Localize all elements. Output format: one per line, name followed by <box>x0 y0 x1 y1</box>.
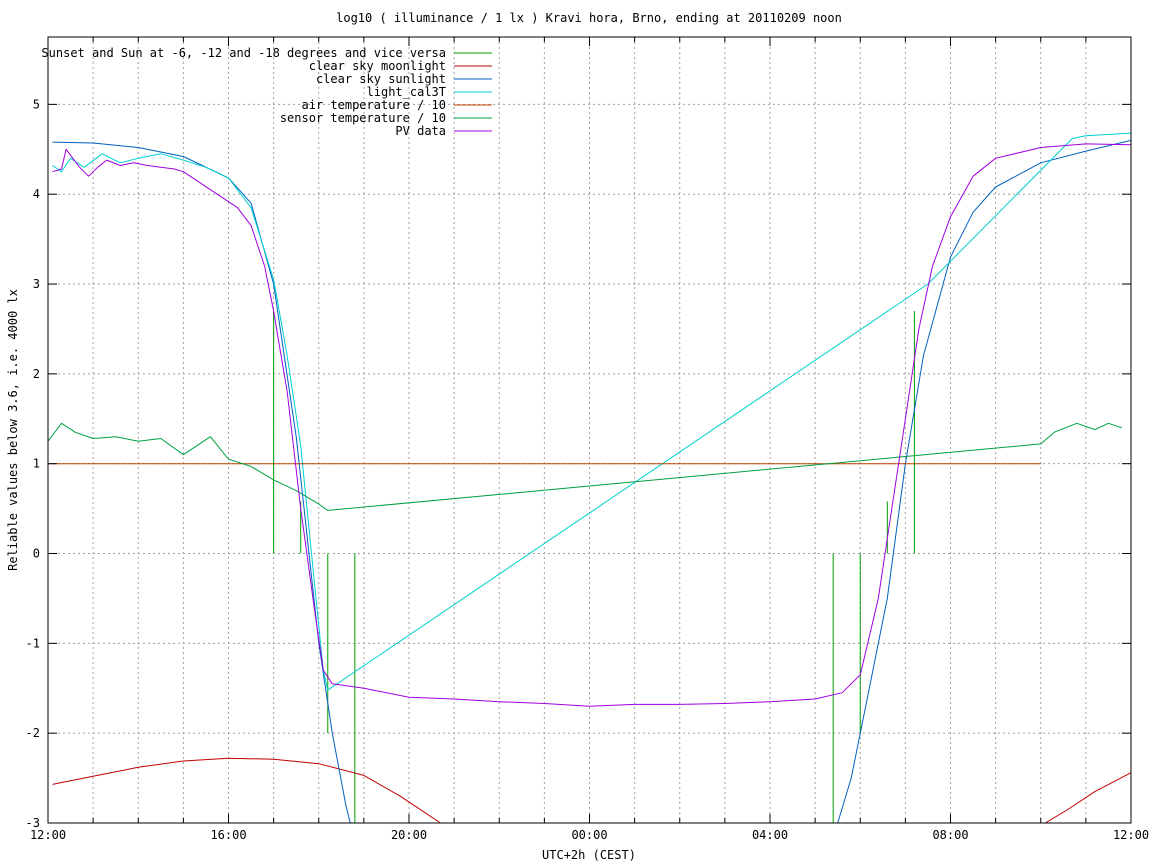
y-tick-label: -2 <box>26 726 40 740</box>
legend: Sunset and Sun at -6, -12 and -18 degree… <box>41 46 492 138</box>
series-line <box>48 422 1123 511</box>
y-tick-label: -1 <box>26 636 40 650</box>
legend-entry: PV data <box>395 124 446 138</box>
chart-title: log10 ( illuminance / 1 lx ) Kravi hora,… <box>336 11 842 25</box>
series-6 <box>52 143 1131 707</box>
y-tick-label: 0 <box>33 547 40 561</box>
series-line <box>52 132 1131 691</box>
legend-entry: clear sky sunlight <box>316 72 446 86</box>
legend-entry: clear sky moonlight <box>309 59 446 73</box>
legend-entry: light_cal3T <box>367 85 446 99</box>
y-tick-label: 2 <box>33 367 40 381</box>
series-line <box>52 143 1131 707</box>
legend-entry: Sunset and Sun at -6, -12 and -18 degree… <box>41 46 446 60</box>
legend-entry: air temperature / 10 <box>302 98 447 112</box>
grid-layer <box>48 37 1131 823</box>
tick-layer: 12:00 16:00 20:00 00:00 04:00 08:00 12:00-3-2-… <box>26 37 1149 842</box>
series-5 <box>48 422 1123 511</box>
x-tick-label: 04:00 <box>752 828 788 842</box>
y-tick-label: 1 <box>33 457 40 471</box>
y-axis-label: Reliable values below 3.6, i.e. 4000 lx <box>6 289 20 571</box>
series-layer <box>48 132 1131 823</box>
legend-entry: sensor temperature / 10 <box>280 111 446 125</box>
series-1 <box>52 757 1131 823</box>
y-tick-label: 5 <box>33 97 40 111</box>
x-tick-label: 12:00 <box>30 828 66 842</box>
x-tick-label: 20:00 <box>391 828 427 842</box>
x-tick-label: 08:00 <box>932 828 968 842</box>
x-tick-label: 16:00 <box>210 828 246 842</box>
x-tick-label: 00:00 <box>571 828 607 842</box>
x-tick-label: 12:00 <box>1113 828 1149 842</box>
x-axis-label: UTC+2h (CEST) <box>542 848 636 862</box>
y-tick-label: -3 <box>26 816 40 830</box>
series-0 <box>273 310 915 823</box>
y-tick-label: 3 <box>33 277 40 291</box>
series-line <box>52 757 1131 823</box>
series-3 <box>52 132 1131 691</box>
y-tick-label: 4 <box>33 187 40 201</box>
plot-frame <box>47 36 1132 824</box>
